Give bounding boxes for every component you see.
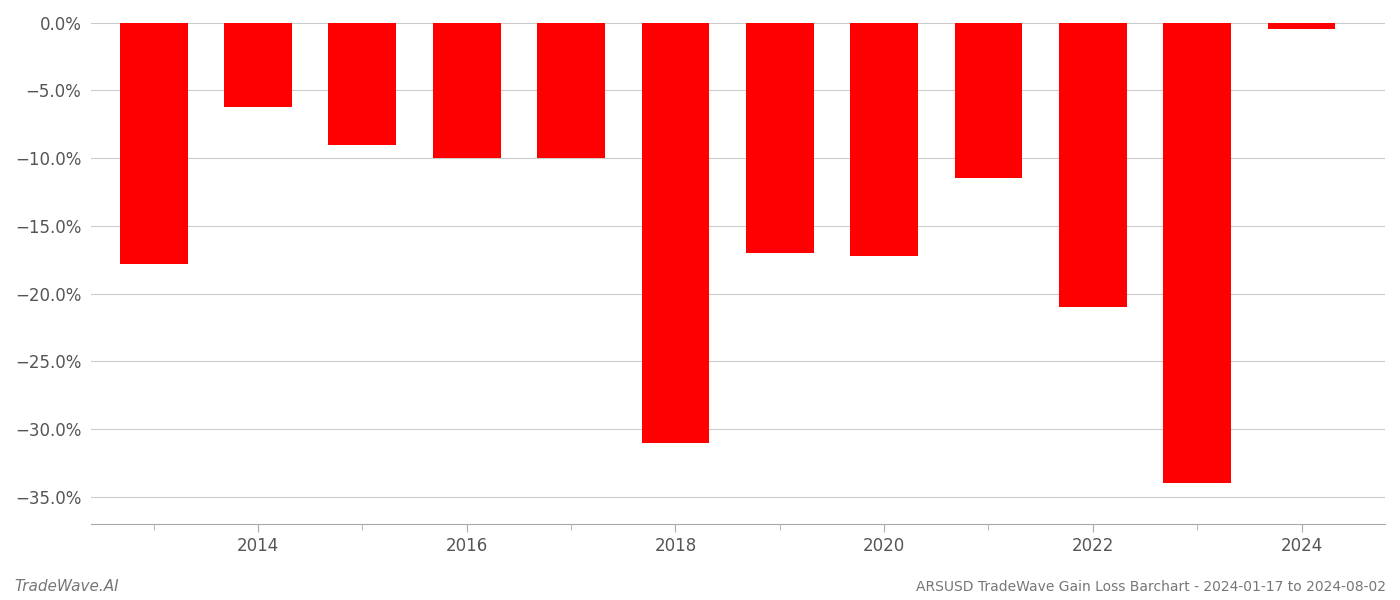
Bar <box>746 23 813 253</box>
Bar <box>955 23 1022 178</box>
Text: ARSUSD TradeWave Gain Loss Barchart - 2024-01-17 to 2024-08-02: ARSUSD TradeWave Gain Loss Barchart - 20… <box>916 580 1386 594</box>
Bar <box>850 23 918 256</box>
Bar <box>1058 23 1127 307</box>
Bar <box>538 23 605 158</box>
Bar <box>224 23 293 107</box>
Bar <box>120 23 188 264</box>
Bar <box>1163 23 1231 483</box>
Bar <box>433 23 501 158</box>
Bar <box>641 23 710 443</box>
Bar <box>1267 23 1336 29</box>
Text: TradeWave.AI: TradeWave.AI <box>14 579 119 594</box>
Bar <box>329 23 396 145</box>
